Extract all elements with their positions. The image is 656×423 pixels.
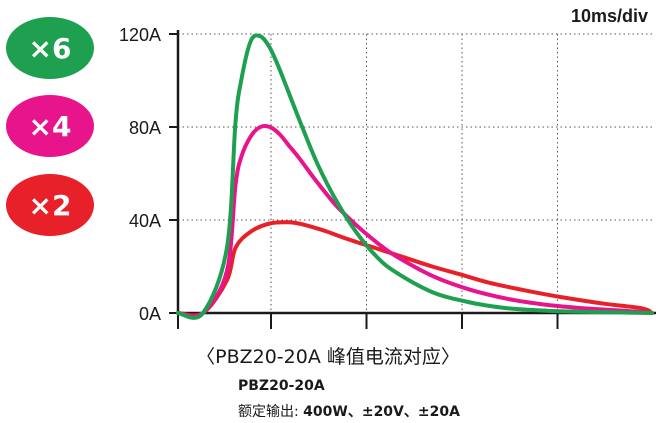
model-name: PBZ20-20A	[238, 378, 325, 394]
rated-output: 额定输出: 400W、±20V、±20A	[238, 401, 460, 421]
rated-output-values: 400W、±20V、±20A	[303, 404, 460, 420]
grid-lines	[178, 33, 652, 313]
series-line-1	[176, 33, 654, 320]
y-tick-labels: 0A 40A 80A 120A	[119, 25, 178, 324]
badge-1	[6, 17, 94, 79]
badge-label-2: ×4	[29, 110, 72, 143]
y-tick-label: 40A	[129, 211, 161, 231]
badge-label-3: ×2	[29, 189, 72, 222]
chart-title: 〈PBZ20-20A 峰值电流对应〉	[196, 346, 460, 368]
y-tick-label: 0A	[139, 304, 161, 324]
y-tick-label: 120A	[119, 25, 161, 45]
series-line-3	[176, 220, 654, 318]
badge-3	[6, 174, 94, 236]
legend-badges: ×6 ×4 ×2	[6, 17, 94, 236]
series-lines	[176, 33, 654, 320]
series-line-2	[176, 123, 654, 319]
time-scale-label: 10ms/div	[571, 6, 648, 26]
badge-label-1: ×6	[29, 32, 72, 65]
axes	[176, 30, 656, 315]
rated-output-label: 额定输出:	[238, 404, 304, 420]
badge-2	[6, 95, 94, 157]
y-tick-label: 80A	[129, 118, 161, 138]
x-tick-marks	[177, 313, 559, 329]
